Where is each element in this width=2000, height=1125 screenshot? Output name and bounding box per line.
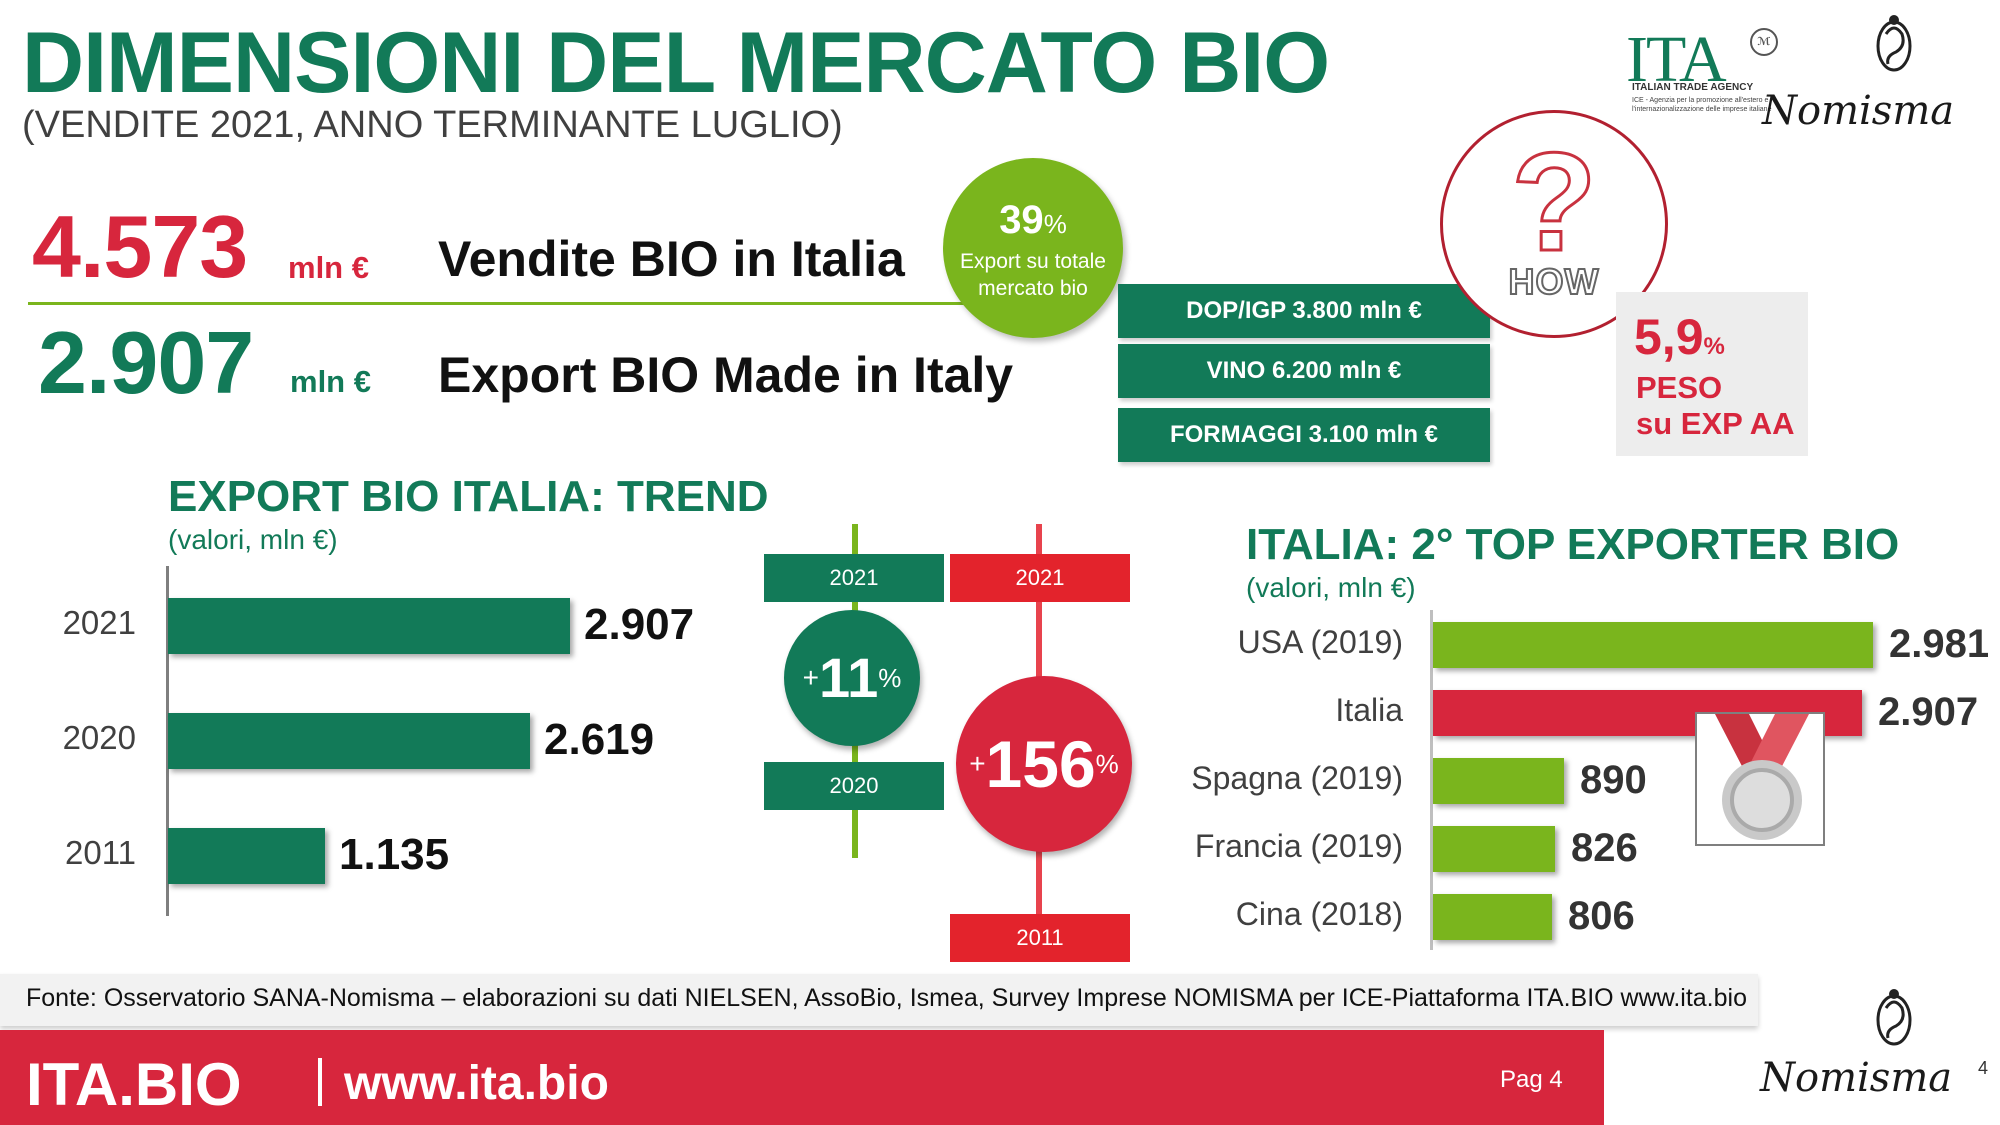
nomisma-emblem-icon	[1876, 15, 1912, 72]
growth-red-value: 156	[985, 727, 1096, 801]
how-badge-text: HOW	[1508, 260, 1600, 303]
trend-value-label: 1.135	[339, 830, 450, 879]
trend-category-label: 2011	[65, 834, 136, 871]
peso-label-line2: su EXP AA	[1636, 406, 1795, 441]
exporter-value-label: 2.907	[1878, 690, 1979, 734]
exporters-chart-axis	[1430, 610, 1433, 950]
exporters-chart-title: ITALIA: 2° TOP EXPORTER BIO	[1246, 520, 1900, 569]
trend-bar	[168, 598, 570, 654]
kpi-sales-unit: mln €	[288, 250, 369, 285]
timeline-red-end-year: 2021	[950, 554, 1130, 602]
brand-url-link[interactable]: www.ita.bio	[344, 1057, 609, 1110]
trend-category-label: 2021	[62, 604, 136, 641]
export-share-text: Export su totale mercato bio	[943, 248, 1123, 302]
exporter-value-label: 2.981	[1889, 622, 1990, 666]
source-text: Fonte: Osservatorio SANA-Nomisma – elabo…	[26, 984, 1747, 1012]
trend-chart-title: EXPORT BIO ITALIA: TREND	[168, 472, 769, 521]
page-corner-number: 4	[1978, 1058, 1989, 1078]
trend-value-label: 2.619	[544, 715, 655, 764]
brand-bar: ITA.BIO www.ita.bio Pag 4	[0, 1030, 1604, 1125]
ita-agency-label: ITALIAN TRADE AGENCY	[1632, 82, 1754, 93]
page-title: DIMENSIONI DEL MERCATO BIO	[22, 15, 1330, 111]
page-number-label: Pag 4	[1500, 1066, 1563, 1093]
brand-separator	[318, 1058, 322, 1106]
export-share-bubble: 39% Export su totale mercato bio	[943, 158, 1123, 338]
growth-green-bubble: +11%	[784, 610, 920, 746]
timeline-green-start-year: 2020	[764, 762, 944, 810]
trend-category-label: 2020	[62, 719, 136, 756]
exporter-value-label: 826	[1571, 826, 1638, 870]
exporter-bar	[1433, 894, 1552, 940]
nomisma-logo-top: Nomisma	[1762, 88, 1955, 134]
growth-red-bubble: +156%	[956, 676, 1132, 852]
comparison-box-dop-igp: DOP/IGP 3.800 mln €	[1118, 284, 1490, 338]
exporter-bar	[1433, 622, 1873, 668]
export-share-value: 39	[999, 198, 1044, 242]
exporter-category-label: Spagna (2019)	[1191, 760, 1403, 796]
kpi-sales-label: Vendite BIO in Italia	[438, 231, 905, 287]
export-share-text-line1: Export su totale	[960, 250, 1106, 273]
trend-chart-axis	[166, 566, 169, 916]
kpi-sales-value: 4.573	[32, 197, 248, 296]
growth-red-pct-sign: %	[1095, 749, 1119, 779]
peso-label-line1: PESO	[1636, 370, 1723, 405]
export-share-text-line2: mercato bio	[978, 277, 1088, 300]
exporters-chart-subtitle: (valori, mln €)	[1246, 572, 1416, 603]
kpi-divider	[28, 302, 988, 305]
ita-subtitle: ICE - Agenzia per la promozione all'este…	[1632, 97, 1772, 113]
kpi-export-label: Export BIO Made in Italy	[438, 347, 1014, 403]
peso-number: 5,9	[1634, 309, 1704, 365]
peso-pct-sign: %	[1703, 333, 1725, 360]
nomisma-emblem-bottom-icon	[1876, 989, 1912, 1046]
kpi-export-unit: mln €	[290, 364, 371, 399]
exporter-category-label: USA (2019)	[1237, 624, 1403, 660]
brand-logo: ITA.BIO	[26, 1051, 242, 1118]
source-bar: Fonte: Osservatorio SANA-Nomisma – elabo…	[0, 974, 1758, 1026]
trend-bar	[168, 828, 325, 884]
peso-value: 5,9%	[1634, 308, 1725, 366]
page-subtitle: (VENDITE 2021, ANNO TERMINANTE LUGLIO)	[22, 104, 843, 146]
ita-logo-letters: ITA	[1626, 23, 1727, 96]
comparison-box-vino: VINO 6.200 mln €	[1118, 344, 1490, 398]
comparison-box-formaggi: FORMAGGI 3.100 mln €	[1118, 408, 1490, 462]
growth-green-value: 11	[819, 646, 879, 709]
exporter-bar	[1433, 758, 1564, 804]
timeline-green-end-year: 2021	[764, 554, 944, 602]
export-share-pct-sign: %	[1043, 209, 1067, 239]
exporter-value-label: 806	[1568, 894, 1635, 938]
peso-box: 5,9% PESO su EXP AA	[1616, 292, 1808, 456]
exporter-category-label: Francia (2019)	[1194, 828, 1403, 864]
silver-medal-icon	[1695, 712, 1825, 846]
ita-logo: ITA ℳ ITALIAN TRADE AGENCY ICE - Agenzia…	[1626, 22, 1786, 132]
exporter-category-label: Italia	[1335, 692, 1403, 728]
question-mark-icon: ?	[1510, 123, 1599, 280]
kpi-export-value: 2.907	[38, 313, 254, 412]
exporter-bar	[1433, 826, 1555, 872]
nomisma-logo-bottom: Nomisma	[1760, 1055, 1953, 1101]
trend-bar	[168, 713, 530, 769]
trend-chart-subtitle: (valori, mln €)	[168, 524, 338, 555]
trend-value-label: 2.907	[584, 600, 695, 649]
growth-green-plus: +	[802, 662, 820, 693]
exporter-category-label: Cina (2018)	[1235, 896, 1403, 932]
timeline-red-start-year: 2011	[950, 914, 1130, 962]
growth-red-plus: +	[969, 748, 986, 779]
export-share-percent: 39%	[943, 198, 1123, 243]
exporter-value-label: 890	[1580, 758, 1647, 802]
ita-mark-icon: ℳ	[1750, 28, 1778, 56]
growth-green-pct-sign: %	[878, 663, 902, 693]
